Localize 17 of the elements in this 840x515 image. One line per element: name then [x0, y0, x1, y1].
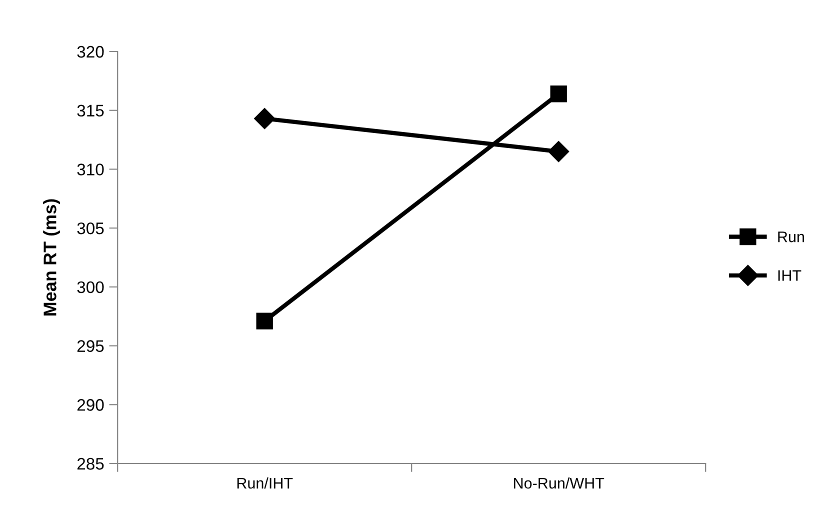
x-tick-label: No-Run/WHT	[514, 477, 604, 489]
point	[254, 108, 276, 130]
y-tick-label: 295	[77, 340, 104, 352]
y-tick-label: 285	[77, 458, 104, 470]
point	[256, 312, 273, 330]
y-tick-label: 290	[77, 399, 104, 411]
x-tick-label: Run/IHT	[237, 477, 293, 489]
y-tick-label: 310	[77, 164, 104, 176]
legend-label: Run	[778, 232, 804, 242]
point	[548, 141, 570, 162]
legend-label: IHT	[778, 270, 802, 281]
y-axis-title: Mean RT (ms)	[43, 199, 60, 316]
point	[550, 86, 567, 102]
y-tick-label: 305	[77, 222, 104, 234]
y-tick-label: 300	[77, 281, 104, 294]
y-tick-label: 320	[77, 46, 104, 58]
y-tick-label: 315	[77, 104, 104, 117]
